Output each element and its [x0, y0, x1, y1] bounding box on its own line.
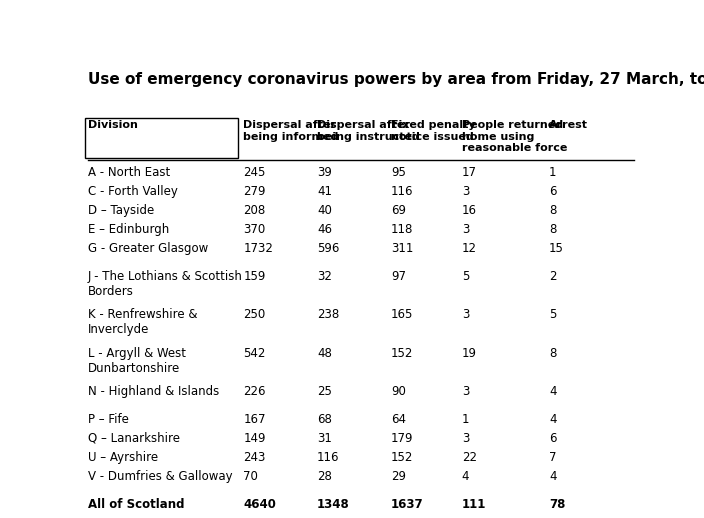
Text: 542: 542 [244, 347, 266, 360]
Text: A - North East: A - North East [88, 166, 170, 179]
Text: 2: 2 [549, 270, 557, 283]
Text: 5: 5 [462, 270, 469, 283]
Text: 111: 111 [462, 498, 486, 511]
Text: 70: 70 [244, 470, 258, 483]
Text: Division: Division [88, 120, 138, 130]
Text: 167: 167 [244, 413, 266, 426]
Text: 1: 1 [549, 166, 557, 179]
Text: 32: 32 [318, 270, 332, 283]
Text: N - Highland & Islands: N - Highland & Islands [88, 385, 219, 398]
Text: People returned
home using
reasonable force: People returned home using reasonable fo… [462, 120, 567, 153]
Text: 250: 250 [244, 309, 265, 322]
Text: All of Scotland: All of Scotland [88, 498, 184, 511]
Text: 64: 64 [391, 413, 406, 426]
Text: 8: 8 [549, 223, 556, 236]
Text: 16: 16 [462, 204, 477, 217]
Text: 1732: 1732 [244, 242, 273, 255]
Text: E – Edinburgh: E – Edinburgh [88, 223, 169, 236]
Text: 152: 152 [391, 347, 413, 360]
Text: 311: 311 [391, 242, 413, 255]
Text: 69: 69 [391, 204, 406, 217]
Text: 6: 6 [549, 432, 557, 445]
Text: 116: 116 [391, 185, 413, 198]
Text: J - The Lothians & Scottish
Borders: J - The Lothians & Scottish Borders [88, 270, 243, 298]
Bar [85, 118, 238, 158]
Text: 279: 279 [244, 185, 266, 198]
Text: 90: 90 [391, 385, 406, 398]
Text: U – Ayrshire: U – Ayrshire [88, 451, 158, 464]
Text: 97: 97 [391, 270, 406, 283]
Text: 226: 226 [244, 385, 266, 398]
Text: 29: 29 [391, 470, 406, 483]
Text: Dispersal after
being informed: Dispersal after being informed [244, 120, 339, 141]
Text: 238: 238 [318, 309, 339, 322]
Text: 6: 6 [549, 185, 557, 198]
Text: 116: 116 [318, 451, 339, 464]
Text: 243: 243 [244, 451, 266, 464]
Text: 4640: 4640 [244, 498, 277, 511]
Text: 5: 5 [549, 309, 556, 322]
Text: 31: 31 [318, 432, 332, 445]
Text: 4: 4 [462, 470, 470, 483]
Text: 22: 22 [462, 451, 477, 464]
Text: 3: 3 [462, 309, 469, 322]
Text: 7: 7 [549, 451, 557, 464]
Text: 28: 28 [318, 470, 332, 483]
Text: 41: 41 [318, 185, 332, 198]
Text: 370: 370 [244, 223, 265, 236]
Text: 4: 4 [549, 470, 557, 483]
Text: Use of emergency coronavirus powers by area from Friday, 27 March, to Thursday, : Use of emergency coronavirus powers by a… [88, 72, 704, 87]
Text: 15: 15 [549, 242, 564, 255]
Text: 39: 39 [318, 166, 332, 179]
Text: 48: 48 [318, 347, 332, 360]
Text: 40: 40 [318, 204, 332, 217]
Text: 12: 12 [462, 242, 477, 255]
Text: 596: 596 [318, 242, 339, 255]
Text: 19: 19 [462, 347, 477, 360]
Text: Fixed penalty
notice issued: Fixed penalty notice issued [391, 120, 475, 141]
Text: 68: 68 [318, 413, 332, 426]
Text: 1: 1 [462, 413, 470, 426]
Text: 17: 17 [462, 166, 477, 179]
Text: Dispersal after
being instructed: Dispersal after being instructed [318, 120, 420, 141]
Text: P – Fife: P – Fife [88, 413, 129, 426]
Text: 4: 4 [549, 413, 557, 426]
Text: K - Renfrewshire &
Inverclyde: K - Renfrewshire & Inverclyde [88, 309, 198, 337]
Text: 95: 95 [391, 166, 406, 179]
Text: 118: 118 [391, 223, 413, 236]
Text: 208: 208 [244, 204, 265, 217]
Text: G - Greater Glasgow: G - Greater Glasgow [88, 242, 208, 255]
Text: 179: 179 [391, 432, 413, 445]
Text: 165: 165 [391, 309, 413, 322]
Text: L - Argyll & West
Dunbartonshire: L - Argyll & West Dunbartonshire [88, 347, 186, 375]
Text: 3: 3 [462, 432, 469, 445]
Text: 159: 159 [244, 270, 266, 283]
Text: 1637: 1637 [391, 498, 423, 511]
Text: 245: 245 [244, 166, 266, 179]
Text: 4: 4 [549, 385, 557, 398]
Text: 8: 8 [549, 347, 556, 360]
Text: 78: 78 [549, 498, 565, 511]
Text: 46: 46 [318, 223, 332, 236]
Text: C - Forth Valley: C - Forth Valley [88, 185, 178, 198]
Text: Q – Lanarkshire: Q – Lanarkshire [88, 432, 180, 445]
Text: 149: 149 [244, 432, 266, 445]
Text: 8: 8 [549, 204, 556, 217]
Text: 152: 152 [391, 451, 413, 464]
Text: 1348: 1348 [318, 498, 350, 511]
Text: D – Tayside: D – Tayside [88, 204, 154, 217]
Text: 3: 3 [462, 385, 469, 398]
Text: Arrest: Arrest [549, 120, 588, 130]
Text: V - Dumfries & Galloway: V - Dumfries & Galloway [88, 470, 232, 483]
Text: 3: 3 [462, 185, 469, 198]
Text: 25: 25 [318, 385, 332, 398]
Text: 3: 3 [462, 223, 469, 236]
